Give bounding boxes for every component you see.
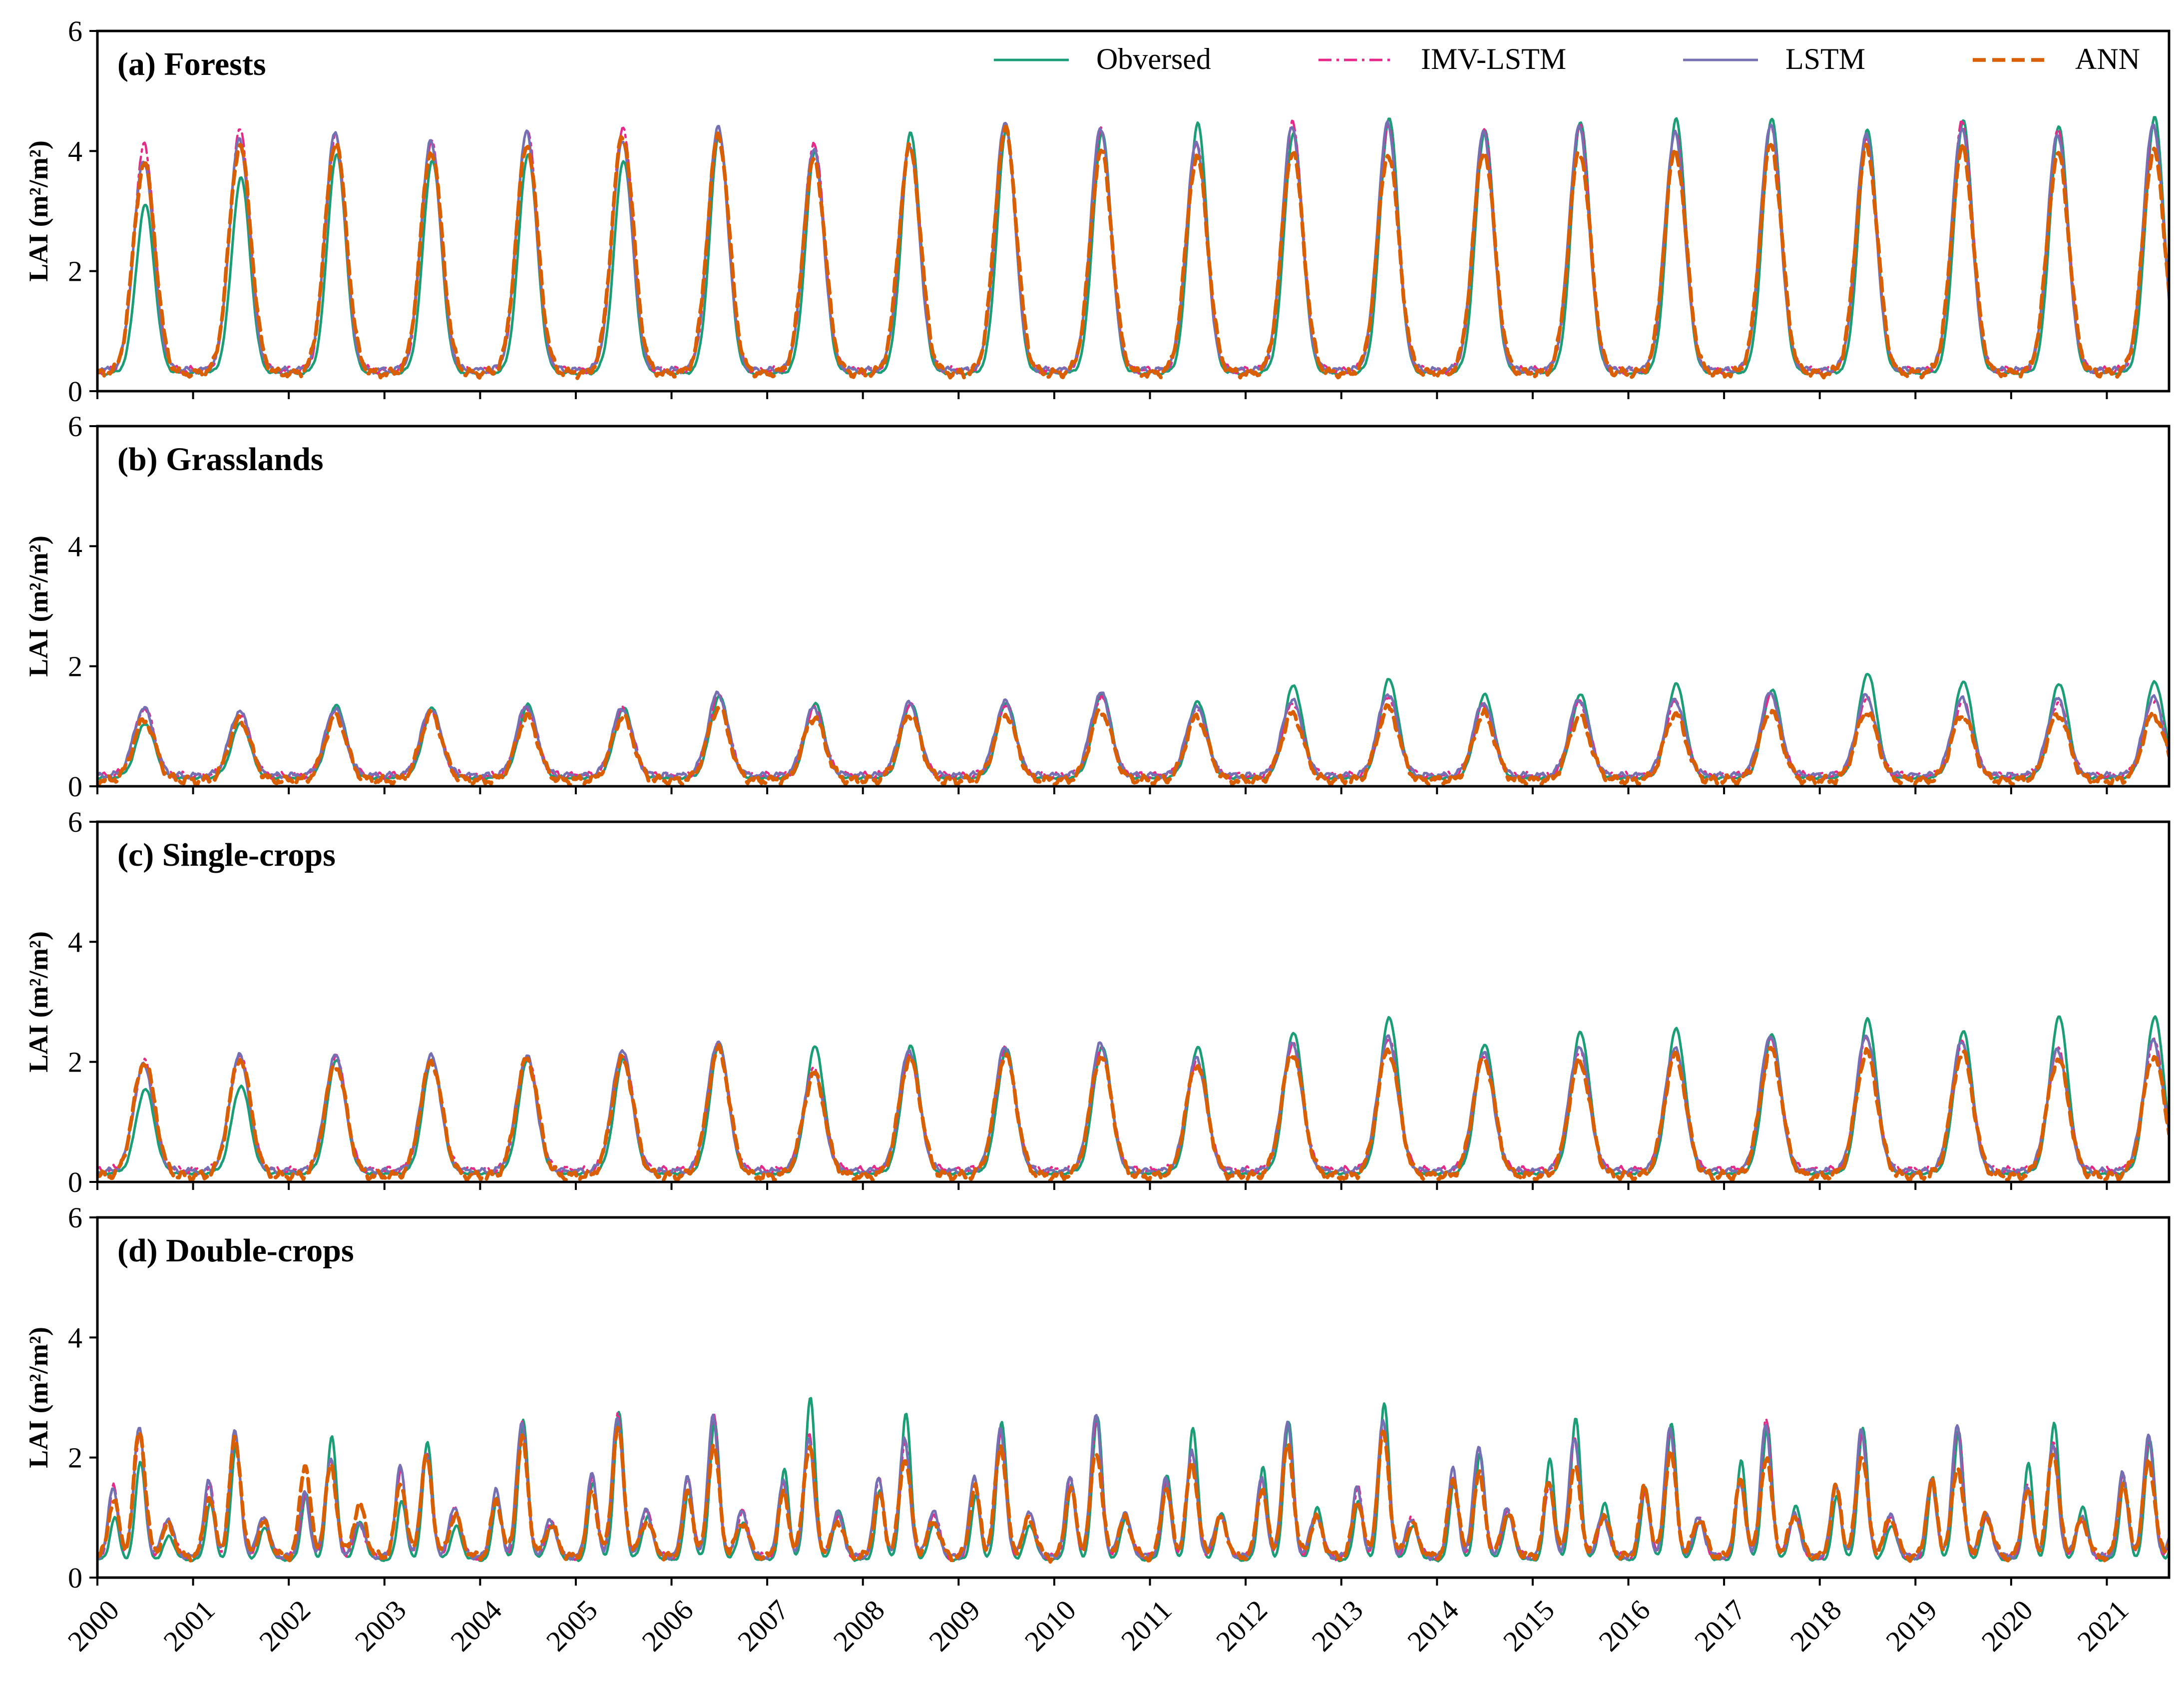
- x-tick-label: 2009: [922, 1594, 986, 1658]
- series-group: [97, 1015, 2169, 1182]
- x-tick-label: 2021: [2071, 1594, 2135, 1658]
- x-tick-label: 2001: [157, 1594, 221, 1658]
- legend-label: Obversed: [1096, 42, 1211, 75]
- y-tick-label: 2: [68, 1046, 82, 1079]
- legend-label: IMV-LSTM: [1421, 42, 1566, 75]
- x-tick-label: 2010: [1018, 1594, 1082, 1658]
- series-line-ann: [97, 1426, 2169, 1564]
- panel-2: 0 2 4 6 LAI (m²/m²) (b) Grasslands: [23, 410, 2171, 803]
- panel-frame: [96, 29, 2171, 393]
- series-group: [97, 116, 2169, 380]
- series-line-observed: [97, 1015, 2169, 1176]
- panel-frame: [96, 1216, 2171, 1579]
- series-line-observed: [97, 116, 2169, 376]
- x-tick-label: 2015: [1497, 1594, 1561, 1658]
- series-line-lstm: [97, 1034, 2169, 1176]
- x-tick-label: 2003: [349, 1594, 413, 1658]
- y-tick-label: 6: [68, 806, 82, 838]
- y-axis-label: LAI (m²/m²): [23, 1327, 53, 1468]
- y-tick-label: 2: [68, 1442, 82, 1474]
- x-tick-label: 2008: [827, 1594, 891, 1658]
- series-line-ann: [97, 124, 2169, 380]
- x-tick-label: 2006: [635, 1594, 699, 1658]
- x-tick-label: 2019: [1879, 1594, 1943, 1658]
- panel-title: (a) Forests: [117, 46, 266, 82]
- x-tick-label: 2007: [731, 1594, 795, 1658]
- y-tick-label: 2: [68, 255, 82, 288]
- legend-label: ANN: [2075, 42, 2140, 75]
- y-axis-label: LAI (m²/m²): [23, 931, 53, 1073]
- panel-4: 0 2 4 6 LAI (m²/m²) (d) Double-crops: [23, 1201, 2171, 1594]
- panel-title: (c) Single-crops: [117, 837, 336, 873]
- panel-1: 0 2 4 6 LAI (m²/m²) (a) Forests: [23, 15, 2171, 408]
- series-line-lstm: [97, 690, 2169, 780]
- x-tick-label: 2012: [1210, 1594, 1274, 1658]
- panel-3: 0 2 4 6 LAI (m²/m²) (c) Single-crops: [23, 806, 2171, 1198]
- y-axis-label: LAI (m²/m²): [23, 536, 53, 677]
- y-tick-label: 0: [68, 1562, 82, 1594]
- y-tick-label: 2: [68, 650, 82, 683]
- series-group: [97, 672, 2169, 786]
- x-tick-label: 2000: [61, 1594, 125, 1658]
- x-tick-label: 2011: [1115, 1594, 1178, 1657]
- series-line-ann: [97, 1043, 2169, 1182]
- x-tick-label: 2018: [1784, 1594, 1848, 1658]
- y-tick-label: 0: [68, 375, 82, 408]
- x-tick-label: 2002: [253, 1594, 317, 1658]
- series-line-imv-lstm: [97, 1036, 2169, 1175]
- y-tick-label: 4: [68, 530, 82, 562]
- x-tick-label: 2013: [1306, 1594, 1369, 1658]
- y-tick-label: 6: [68, 410, 82, 443]
- series-group: [97, 1397, 2169, 1564]
- x-tick-label: 2014: [1401, 1594, 1465, 1658]
- x-tick-labels: 2000 2001 2002 2003 2004 2005 2006 2007 2008 2009…: [61, 1594, 2135, 1658]
- x-tick-label: 2016: [1592, 1594, 1656, 1658]
- y-tick-label: 6: [68, 1201, 82, 1234]
- x-tick-label: 2004: [444, 1594, 508, 1658]
- x-tick-label: 2020: [1975, 1594, 2039, 1658]
- y-axis-label: LAI (m²/m²): [23, 140, 53, 282]
- panel-title: (d) Double-crops: [117, 1232, 354, 1269]
- y-tick-label: 4: [68, 1321, 82, 1354]
- y-tick-label: 0: [68, 1166, 82, 1198]
- legend: Obversed IMV-LSTM LSTM ANN: [994, 42, 2140, 75]
- legend-label: LSTM: [1785, 42, 1865, 75]
- panel-frame: [96, 425, 2171, 788]
- panel-title: (b) Grasslands: [117, 441, 324, 478]
- y-tick-label: 6: [68, 15, 82, 47]
- y-tick-label: 4: [68, 926, 82, 958]
- series-line-ann: [97, 703, 2169, 786]
- panel-frame: [96, 820, 2171, 1183]
- y-tick-label: 0: [68, 770, 82, 803]
- x-tick-label: 2017: [1688, 1594, 1752, 1658]
- x-tick-label: 2005: [540, 1594, 604, 1658]
- y-tick-label: 4: [68, 135, 82, 167]
